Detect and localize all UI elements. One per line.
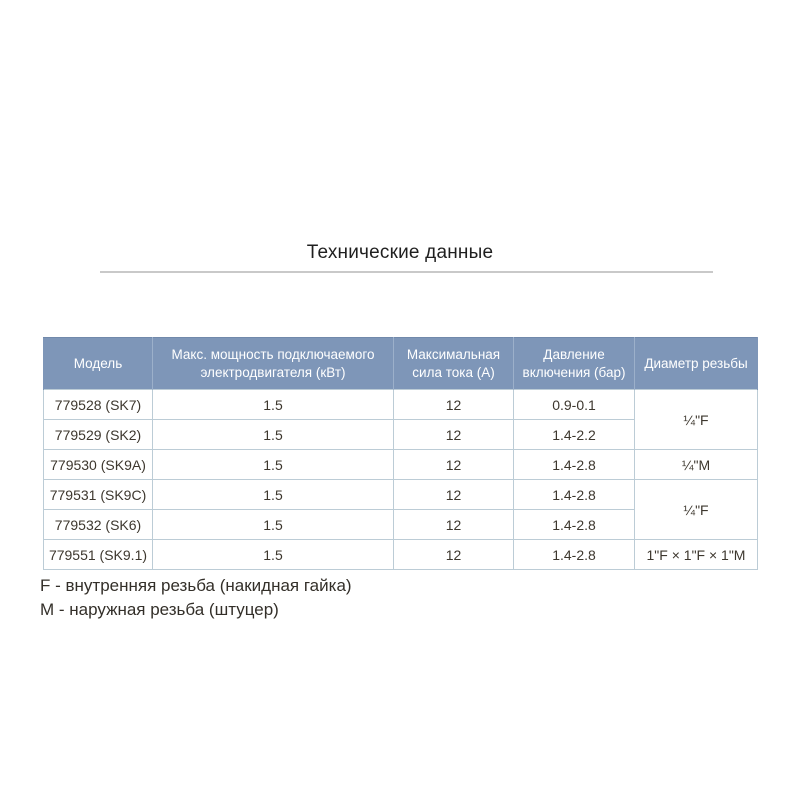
pressure-cell: 0.9-0.1 bbox=[513, 389, 635, 420]
column-header-power: Макс. мощность подключаемого электродвиг… bbox=[152, 337, 394, 390]
thread-cell: ¼"F bbox=[634, 389, 758, 450]
pressure-cell: 1.4-2.8 bbox=[513, 539, 635, 570]
table-row: 779551 (SK9.1) 1.5 12 1.4-2.8 1"F × 1"F … bbox=[43, 539, 758, 570]
current-cell: 12 bbox=[393, 479, 514, 510]
thread-cell: 1"F × 1"F × 1"M bbox=[634, 539, 758, 570]
column-header-model: Модель bbox=[43, 337, 153, 390]
power-cell: 1.5 bbox=[152, 419, 394, 450]
power-cell: 1.5 bbox=[152, 389, 394, 420]
current-cell: 12 bbox=[393, 539, 514, 570]
model-cell: 779532 (SK6) bbox=[43, 509, 153, 540]
title-divider bbox=[100, 271, 713, 273]
header-row: Модель Макс. мощность подключаемого элек… bbox=[43, 337, 758, 390]
current-cell: 12 bbox=[393, 509, 514, 540]
page-title: Технические данные bbox=[306, 242, 494, 263]
model-cell: 779531 (SK9C) bbox=[43, 479, 153, 510]
model-cell: 779551 (SK9.1) bbox=[43, 539, 153, 570]
footnote-f: F - внутренняя резьба (накидная гайка) bbox=[40, 576, 352, 595]
column-header-thread: Диаметр резьбы bbox=[634, 337, 758, 390]
model-cell: 779529 (SK2) bbox=[43, 419, 153, 450]
thread-cell: ¼"M bbox=[634, 449, 758, 480]
table-row: 779532 (SK6) 1.5 12 1.4-2.8 bbox=[43, 509, 758, 540]
current-cell: 12 bbox=[393, 449, 514, 480]
pressure-cell: 1.4-2.2 bbox=[513, 419, 635, 450]
thread-cell: ¼"F bbox=[634, 479, 758, 540]
model-cell: 779530 (SK9A) bbox=[43, 449, 153, 480]
power-cell: 1.5 bbox=[152, 539, 394, 570]
pressure-cell: 1.4-2.8 bbox=[513, 479, 635, 510]
pressure-cell: 1.4-2.8 bbox=[513, 509, 635, 540]
table-row: 779529 (SK2) 1.5 12 1.4-2.2 bbox=[43, 419, 758, 450]
power-cell: 1.5 bbox=[152, 449, 394, 480]
column-header-pressure: Давление включения (бар) bbox=[513, 337, 635, 390]
tech-data-table-wrap: Модель Макс. мощность подключаемого элек… bbox=[43, 337, 758, 570]
table-row: 779531 (SK9C) 1.5 12 1.4-2.8 ¼"F bbox=[43, 479, 758, 540]
table-row: 779528 (SK7) 1.5 12 0.9-0.1 ¼"F bbox=[43, 389, 758, 450]
table-row: 779530 (SK9A) 1.5 12 1.4-2.8 ¼"M bbox=[43, 449, 758, 480]
footnotes: F - внутренняя резьба (накидная гайка) М… bbox=[40, 574, 352, 622]
power-cell: 1.5 bbox=[152, 479, 394, 510]
column-header-current: Максимальная сила тока (А) bbox=[393, 337, 514, 390]
footnote-m: М - наружная резьба (штуцер) bbox=[40, 600, 279, 619]
power-cell: 1.5 bbox=[152, 509, 394, 540]
pressure-cell: 1.4-2.8 bbox=[513, 449, 635, 480]
current-cell: 12 bbox=[393, 419, 514, 450]
model-cell: 779528 (SK7) bbox=[43, 389, 153, 420]
current-cell: 12 bbox=[393, 389, 514, 420]
tech-data-table: Модель Макс. мощность подключаемого элек… bbox=[43, 337, 758, 570]
